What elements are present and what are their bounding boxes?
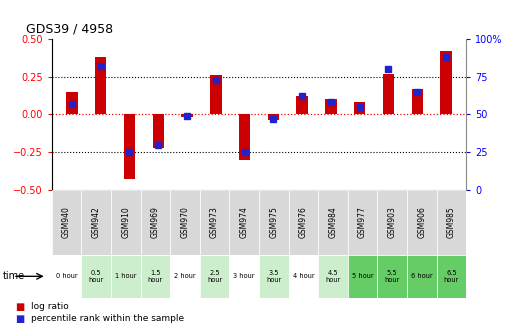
Text: GSM975: GSM975 — [269, 206, 278, 238]
Bar — [411, 89, 423, 114]
Bar — [437, 190, 466, 255]
Text: GSM942: GSM942 — [92, 206, 100, 238]
Bar — [407, 190, 437, 255]
Text: GSM976: GSM976 — [299, 206, 308, 238]
Bar — [181, 114, 193, 117]
Text: GSM974: GSM974 — [240, 206, 249, 238]
Text: ■: ■ — [16, 314, 25, 324]
Text: 3 hour: 3 hour — [234, 273, 255, 279]
Text: GSM969: GSM969 — [151, 206, 160, 238]
Bar — [140, 190, 170, 255]
Text: 3.5
hour: 3.5 hour — [266, 270, 281, 283]
Bar — [200, 255, 229, 298]
Bar — [378, 190, 407, 255]
Bar — [111, 190, 140, 255]
Bar — [437, 255, 466, 298]
Text: GSM977: GSM977 — [358, 206, 367, 238]
Bar — [124, 114, 135, 179]
Bar — [259, 255, 289, 298]
Bar — [66, 92, 78, 114]
Bar — [354, 102, 366, 114]
Bar — [95, 57, 107, 114]
Text: GSM940: GSM940 — [62, 206, 71, 238]
Bar — [440, 51, 452, 114]
Text: GSM903: GSM903 — [387, 206, 397, 238]
Text: 2.5
hour: 2.5 hour — [207, 270, 222, 283]
Bar — [239, 114, 250, 160]
Text: GDS39 / 4958: GDS39 / 4958 — [26, 23, 113, 36]
Text: GSM970: GSM970 — [180, 206, 190, 238]
Text: GSM985: GSM985 — [447, 206, 456, 238]
Bar — [289, 255, 318, 298]
Text: 6.5
hour: 6.5 hour — [444, 270, 459, 283]
Bar — [296, 96, 308, 114]
Bar — [289, 190, 318, 255]
Bar — [325, 99, 337, 114]
Text: percentile rank within the sample: percentile rank within the sample — [31, 314, 184, 323]
Text: 4 hour: 4 hour — [293, 273, 314, 279]
Text: GSM973: GSM973 — [210, 206, 219, 238]
Text: 6 hour: 6 hour — [411, 273, 433, 279]
Bar — [229, 190, 259, 255]
Text: 5 hour: 5 hour — [352, 273, 373, 279]
Bar — [378, 255, 407, 298]
Bar — [81, 255, 111, 298]
Bar — [170, 190, 200, 255]
Text: GSM910: GSM910 — [121, 206, 131, 238]
Bar — [383, 74, 394, 114]
Bar — [318, 190, 348, 255]
Text: 2 hour: 2 hour — [174, 273, 196, 279]
Bar — [200, 190, 229, 255]
Bar — [52, 255, 81, 298]
Bar — [407, 255, 437, 298]
Bar — [111, 255, 140, 298]
Text: 0 hour: 0 hour — [56, 273, 77, 279]
Text: 5.5
hour: 5.5 hour — [384, 270, 400, 283]
Text: 0.5
hour: 0.5 hour — [89, 270, 104, 283]
Text: log ratio: log ratio — [31, 302, 69, 311]
Bar — [52, 190, 81, 255]
Text: GSM906: GSM906 — [418, 206, 426, 238]
Bar — [81, 190, 111, 255]
Bar — [348, 255, 378, 298]
Bar — [318, 255, 348, 298]
Text: 1.5
hour: 1.5 hour — [148, 270, 163, 283]
Text: GSM984: GSM984 — [328, 206, 338, 238]
Text: 4.5
hour: 4.5 hour — [325, 270, 341, 283]
Bar — [229, 255, 259, 298]
Bar — [152, 114, 164, 147]
Bar — [268, 114, 279, 120]
Bar — [210, 75, 222, 114]
Text: 1 hour: 1 hour — [115, 273, 137, 279]
Bar — [170, 255, 200, 298]
Bar — [140, 255, 170, 298]
Text: ■: ■ — [16, 302, 25, 312]
Bar — [259, 190, 289, 255]
Text: time: time — [3, 271, 25, 281]
Bar — [348, 190, 378, 255]
